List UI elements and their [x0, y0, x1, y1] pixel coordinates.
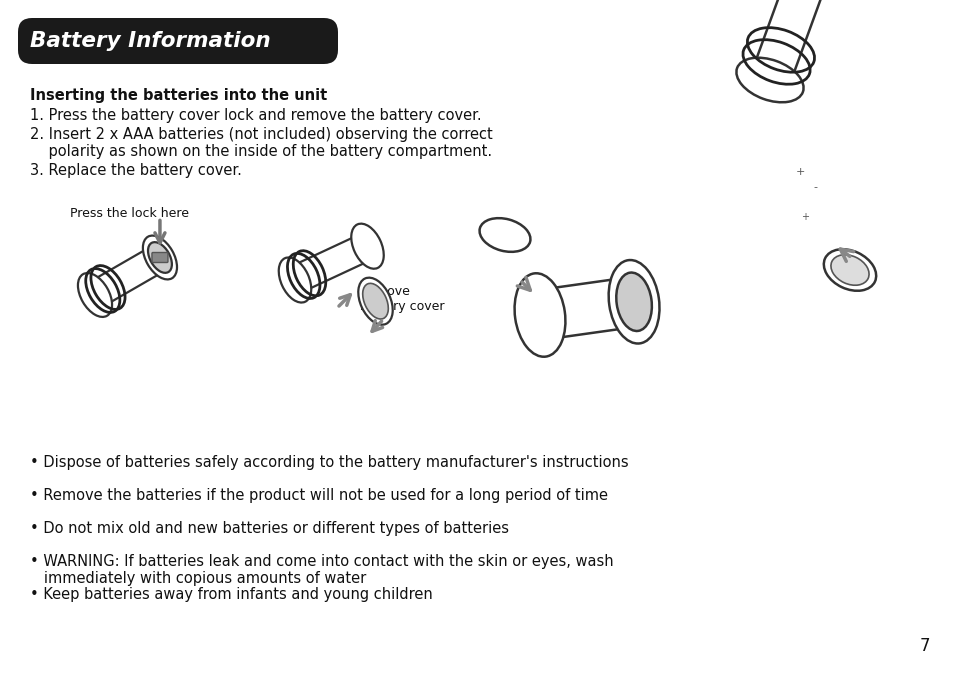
Text: -: - — [812, 182, 816, 192]
Ellipse shape — [358, 278, 393, 325]
FancyBboxPatch shape — [18, 18, 337, 64]
Ellipse shape — [830, 255, 868, 285]
Ellipse shape — [616, 272, 651, 331]
Ellipse shape — [148, 242, 172, 273]
Ellipse shape — [608, 260, 659, 344]
Text: • Remove the batteries if the product will not be used for a long period of time: • Remove the batteries if the product wi… — [30, 488, 607, 503]
Ellipse shape — [278, 257, 311, 303]
Ellipse shape — [143, 236, 177, 280]
Polygon shape — [289, 234, 373, 293]
Text: +: + — [801, 212, 808, 222]
Ellipse shape — [351, 223, 383, 269]
Ellipse shape — [78, 273, 112, 317]
Polygon shape — [750, 0, 842, 87]
Text: Remove
battery cover: Remove battery cover — [359, 285, 444, 313]
FancyBboxPatch shape — [152, 253, 168, 263]
Polygon shape — [536, 277, 637, 340]
Polygon shape — [88, 245, 167, 307]
Text: Battery Information: Battery Information — [30, 31, 271, 51]
Text: 7: 7 — [919, 637, 929, 655]
Text: Press the lock here: Press the lock here — [70, 207, 189, 220]
Ellipse shape — [479, 218, 530, 252]
Ellipse shape — [736, 58, 802, 103]
Text: • WARNING: If batteries leak and come into contact with the skin or eyes, wash
 : • WARNING: If batteries leak and come in… — [30, 554, 613, 587]
Ellipse shape — [514, 273, 565, 356]
Text: 2. Insert 2 x AAA batteries (not included) observing the correct
    polarity as: 2. Insert 2 x AAA batteries (not include… — [30, 127, 493, 160]
Ellipse shape — [823, 249, 875, 291]
Text: Inserting the batteries into the unit: Inserting the batteries into the unit — [30, 88, 327, 103]
Text: • Do not mix old and new batteries or different types of batteries: • Do not mix old and new batteries or di… — [30, 521, 509, 536]
Text: 3. Replace the battery cover.: 3. Replace the battery cover. — [30, 163, 242, 178]
Text: 1. Press the battery cover lock and remove the battery cover.: 1. Press the battery cover lock and remo… — [30, 108, 481, 123]
Ellipse shape — [362, 283, 388, 319]
Text: • Dispose of batteries safely according to the battery manufacturer's instructio: • Dispose of batteries safely according … — [30, 455, 628, 470]
Text: +: + — [795, 167, 803, 177]
Text: • Keep batteries away from infants and young children: • Keep batteries away from infants and y… — [30, 587, 433, 602]
